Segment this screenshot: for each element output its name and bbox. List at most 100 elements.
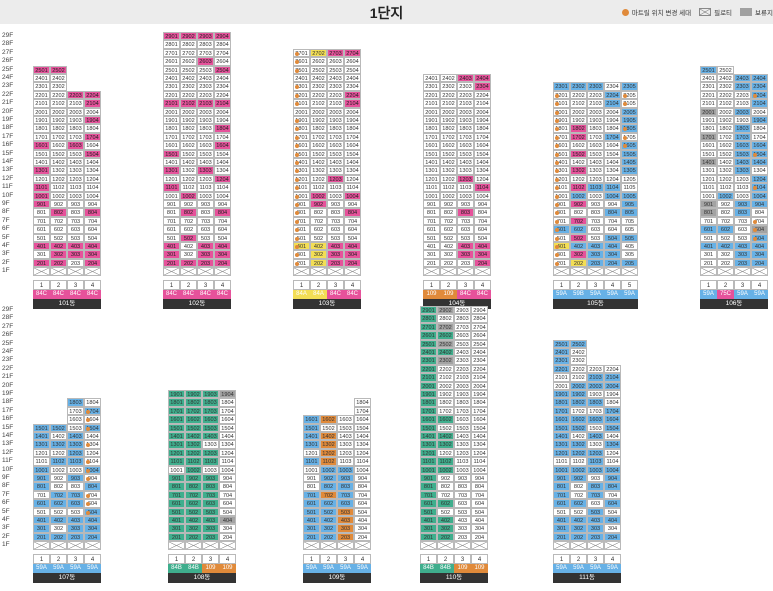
unit-cell: 604 <box>751 225 768 234</box>
unit-cell: 1402 <box>310 158 327 167</box>
unit-cell: 1803 <box>327 124 344 133</box>
unit-cell: 701 <box>168 490 185 500</box>
unit-cell: 503 <box>734 233 751 242</box>
unit-cell: 1501 <box>303 423 320 432</box>
unit-cell: 1904 <box>751 116 768 125</box>
unit-cell: 1303 <box>202 440 219 449</box>
unit-cell: 1503 <box>202 423 219 432</box>
unit-cell: 1001 <box>168 465 185 474</box>
unit-cell: 2502 <box>570 339 587 348</box>
unit-cell <box>570 541 587 550</box>
building-name: 102동 <box>163 298 231 309</box>
unit-cell: 2102 <box>50 99 67 108</box>
unit-cell: 402 <box>717 242 734 251</box>
unit-cell: 1704 <box>474 132 491 142</box>
unit-cell: 1203 <box>457 174 474 184</box>
unit-cell: 2002 <box>440 107 457 116</box>
unit-cell: 1501 <box>293 149 310 158</box>
unit-cell: 1104 <box>344 183 361 192</box>
unit-cell <box>344 267 361 276</box>
unit-cell: 1204 <box>354 448 371 458</box>
unit-cell: 401 <box>553 242 570 251</box>
floor-label: 11F <box>2 457 13 465</box>
unit-cell: 1602 <box>570 141 587 150</box>
unit-cell: 1504 <box>214 149 231 158</box>
unit-cell: 1001 <box>163 191 180 200</box>
unit-cell: 1603 <box>197 141 214 150</box>
unit-cell: 703 <box>457 216 474 226</box>
legend-pilotis: 필로티 <box>699 7 732 17</box>
unit-type: 59A <box>553 289 570 299</box>
unit-cell: 1603 <box>734 141 751 150</box>
unit-cell: 2504 <box>344 65 361 74</box>
unit-cell: 1403 <box>734 158 751 167</box>
unit-cell: 1505 <box>621 149 638 158</box>
unit-cell: 201 <box>33 532 50 542</box>
unit-cell: 503 <box>67 507 84 516</box>
unit-cell: 2404 <box>214 74 231 83</box>
unit-cell <box>604 541 621 550</box>
unit-cell: 1603 <box>327 141 344 150</box>
unit-cell: 1703 <box>457 132 474 142</box>
unit-cell: 1403 <box>202 432 219 441</box>
unit-cell <box>84 267 101 276</box>
unit-cell: 302 <box>310 250 327 259</box>
unit-cell: 1903 <box>327 116 344 125</box>
unit-type: 84C <box>327 289 344 299</box>
unit-cell: 1603 <box>454 415 471 424</box>
unit-cell: 2402 <box>570 348 587 357</box>
unit-cell: 2803 <box>454 314 471 323</box>
unit-cell: 2603 <box>197 57 214 66</box>
unit-cell: 2301 <box>163 82 180 91</box>
unit-cell: 2104 <box>474 99 491 108</box>
unit-cell: 1304 <box>604 440 621 449</box>
unit-cell: 1303 <box>457 166 474 175</box>
unit-cell: 2201 <box>163 90 180 100</box>
unit-type: 109 <box>471 563 488 573</box>
gray-box-icon <box>740 8 753 16</box>
unit-cell: 1401 <box>163 158 180 167</box>
unit-cell: 2304 <box>604 82 621 91</box>
building-name: 101동 <box>33 298 101 309</box>
unit-cell <box>717 267 734 276</box>
unit-cell: 2502 <box>310 65 327 74</box>
unit-cell: 603 <box>202 499 219 508</box>
unit-cell: 2402 <box>440 74 457 83</box>
unit-cell: 2701 <box>293 48 310 58</box>
unit-cell: 1201 <box>423 174 440 184</box>
unit-cell: 1902 <box>310 116 327 125</box>
unit-cell: 404 <box>751 242 768 251</box>
unit-cell: 1004 <box>474 191 491 200</box>
unit-cell: 701 <box>303 490 320 500</box>
unit-cell: 1803 <box>202 398 219 407</box>
unit-cell: 2703 <box>454 322 471 332</box>
unit-cell: 403 <box>337 516 354 525</box>
unit-cell: 402 <box>570 242 587 251</box>
unit-cell: 1301 <box>293 166 310 175</box>
unit-cell: 503 <box>202 507 219 516</box>
line-number: 2 <box>570 279 587 290</box>
unit-cell: 2103 <box>327 99 344 108</box>
unit-cell: 2402 <box>50 74 67 83</box>
unit-cell: 501 <box>553 233 570 242</box>
building-name: 104동 <box>423 298 491 309</box>
unit-cell: 2103 <box>587 373 604 382</box>
unit-cell: 1302 <box>570 166 587 175</box>
unit-type: 59A <box>33 563 50 573</box>
unit-cell: 1801 <box>420 398 437 407</box>
unit-cell: 1403 <box>327 158 344 167</box>
unit-cell: 302 <box>437 524 454 533</box>
unit-cell: 1403 <box>457 158 474 167</box>
unit-cell: 903 <box>457 200 474 209</box>
unit-cell: 2302 <box>570 356 587 365</box>
unit-cell: 203 <box>457 258 474 268</box>
unit-cell: 2502 <box>437 339 454 348</box>
unit-cell: 1703 <box>197 132 214 142</box>
unit-cell: 2102 <box>440 99 457 108</box>
floor-label: 24F <box>2 74 14 81</box>
unit-cell: 2701 <box>163 48 180 58</box>
line-number: 1 <box>168 553 185 564</box>
unit-cell: 2304 <box>474 82 491 91</box>
unit-cell: 2303 <box>197 82 214 91</box>
legend-reserved-label: 보류지 <box>755 10 773 17</box>
